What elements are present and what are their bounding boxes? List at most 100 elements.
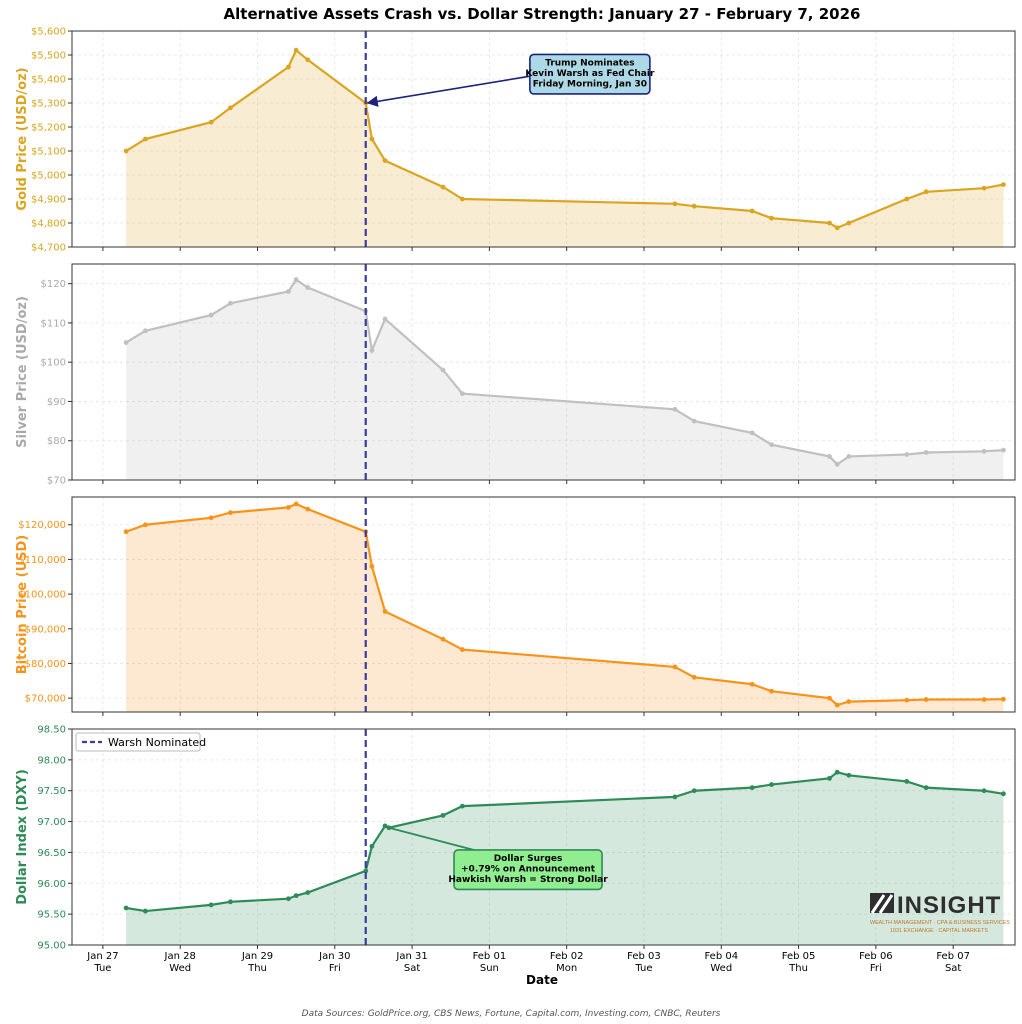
area-silver: [126, 279, 1004, 480]
data-point-silver: [228, 300, 233, 306]
data-point-silver: [981, 448, 987, 454]
data-point-gold: [293, 47, 299, 53]
x-tick-label-date: Feb 02: [550, 951, 584, 962]
data-point-gold: [672, 201, 678, 207]
y-tick-label: $80,000: [25, 659, 66, 670]
data-point-gold: [981, 185, 987, 191]
data-point-dollar: [1001, 791, 1006, 797]
data-point-dollar: [440, 813, 446, 818]
data-point-bitcoin: [691, 674, 697, 680]
data-point-dollar: [749, 785, 755, 791]
annotation-box: [529, 53, 651, 95]
x-tick-label-date: Feb 05: [782, 951, 816, 962]
x-tick-label-day: Sat: [404, 963, 420, 974]
y-tick-label: $5,200: [31, 123, 66, 134]
y-axis-label-silver: Silver Price (USD/oz): [15, 296, 30, 448]
y-tick-label: $120,000: [18, 520, 66, 531]
data-point-dollar: [672, 794, 678, 800]
data-point-dollar: [123, 905, 129, 911]
data-point-silver: [143, 328, 148, 334]
data-point-dollar: [382, 823, 388, 829]
data-point-silver: [1001, 447, 1006, 453]
data-point-dollar: [904, 779, 910, 784]
data-point-dollar: [846, 772, 852, 778]
data-point-silver: [691, 418, 697, 424]
data-point-bitcoin: [123, 529, 129, 535]
panel-frame: [71, 263, 1016, 481]
y-tick-label: 98.00: [37, 755, 66, 766]
y-tick-label: $110,000: [18, 555, 66, 566]
x-tick-label-date: Feb 07: [936, 951, 970, 962]
x-tick-label-day: Fri: [329, 963, 341, 974]
x-axis-label: Date: [526, 973, 558, 987]
annotation-text: Trump Nominates: [545, 58, 634, 68]
data-point-gold: [440, 184, 446, 190]
x-tick-label-date: Jan 31: [395, 951, 427, 962]
panel-bitcoin: $70,000 $80,000 $90,000 $100,000 $110,000 $12…: [15, 496, 1016, 716]
panel-frame: [71, 30, 1016, 248]
y-tick-label: 97.50: [37, 786, 66, 797]
data-point-bitcoin: [143, 522, 148, 528]
annotation-text: +0.79% on Announcement: [461, 864, 596, 874]
y-tick-label: $100: [41, 358, 66, 369]
data-point-gold: [827, 220, 832, 226]
logo-mark-icon: [870, 893, 894, 914]
x-tick-label-date: Feb 01: [473, 951, 507, 962]
data-point-gold: [123, 148, 129, 154]
data-point-gold: [749, 208, 755, 214]
logo-tagline-2: 1031 EXCHANGE · CAPITAL MARKETS: [890, 928, 988, 934]
y-tick-label: 95.00: [37, 941, 66, 952]
data-point-silver: [440, 367, 446, 373]
x-tick-label-day: Wed: [169, 963, 191, 974]
data-point-gold: [769, 215, 774, 221]
data-point-gold: [228, 105, 233, 111]
data-point-bitcoin: [834, 702, 840, 708]
data-point-bitcoin: [286, 505, 291, 510]
y-tick-label: $4,800: [31, 219, 66, 230]
source-note: Data Sources: GoldPrice.org, CBS News, F…: [302, 1009, 721, 1019]
data-point-dollar: [208, 902, 214, 908]
x-tick-label-day: Sun: [480, 963, 499, 974]
annotation-text: Friday Morning, Jan 30: [533, 79, 647, 89]
x-tick-label-day: Tue: [93, 963, 111, 974]
chart-panels: $4,700 $4,800 $4,900 $5,000 $5,100 $5,200 $5,3…: [15, 27, 1016, 952]
y-tick-label: 97.00: [37, 817, 66, 828]
legend-box: [75, 732, 201, 752]
annotation-arrow: [388, 826, 475, 851]
series-line-dollar: [125, 770, 1004, 913]
data-point-silver: [286, 289, 291, 294]
data-point-bitcoin: [382, 609, 388, 614]
x-tick-label-day: Fri: [870, 963, 882, 974]
data-point-bitcoin: [923, 697, 929, 702]
annotation-arrow: [366, 75, 531, 107]
x-tick-label-day: Tue: [634, 963, 652, 974]
x-tick-label-day: Wed: [710, 963, 732, 974]
data-point-bitcoin: [981, 697, 987, 702]
data-point-silver: [769, 442, 774, 448]
data-point-bitcoin: [1001, 696, 1006, 702]
data-point-gold: [846, 220, 852, 226]
data-point-dollar: [369, 843, 375, 849]
legend: Warsh Nominated: [75, 732, 206, 752]
data-point-silver: [672, 406, 678, 412]
data-point-silver: [293, 277, 299, 283]
y-tick-label: $4,900: [31, 195, 66, 206]
y-tick-label: $5,600: [31, 27, 66, 38]
y-tick-label: $5,400: [31, 75, 66, 86]
data-point-dollar: [228, 899, 233, 905]
y-tick-label: 96.00: [37, 879, 66, 890]
data-point-bitcoin: [305, 506, 311, 512]
panel-gold: $4,700 $4,800 $4,900 $5,000 $5,100 $5,200 $5,3…: [15, 27, 1016, 254]
area-gold: [126, 50, 1004, 248]
data-point-gold: [691, 203, 697, 209]
y-tick-label: $110: [41, 318, 66, 329]
x-tick-label-day: Mon: [556, 963, 577, 974]
data-point-bitcoin: [228, 510, 233, 516]
y-axis-label-bitcoin: Bitcoin Price (USD): [15, 535, 30, 675]
data-point-gold: [208, 119, 214, 125]
data-point-silver: [904, 452, 910, 457]
y-tick-label: 98.50: [37, 725, 66, 736]
data-point-gold: [904, 196, 910, 202]
data-point-dollar: [363, 868, 369, 874]
